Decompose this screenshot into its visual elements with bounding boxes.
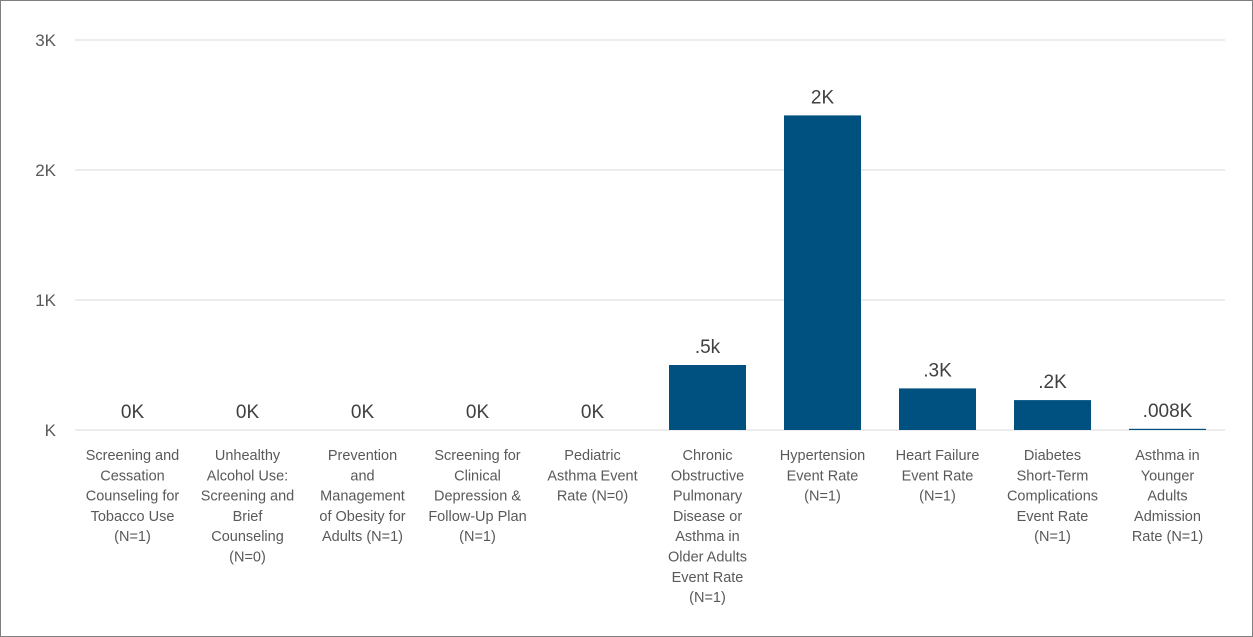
y-axis-tick-labels: K 1K 2K 3K	[35, 31, 56, 440]
x-category-label: Pediatric Asthma Event Rate (N=0)	[547, 448, 637, 505]
x-category-label-line: (N=1)	[1034, 529, 1071, 545]
x-category-label: Asthma in Younger Adults Admission Rate (N=1…	[1132, 448, 1203, 545]
x-category-label-line: (N=1)	[459, 529, 496, 545]
x-category-label: Hypertension Event Rate (N=1)	[780, 448, 865, 505]
x-category-label-line: Alcohol Use:	[207, 468, 288, 484]
data-label: 0K	[121, 402, 145, 423]
bar	[669, 365, 746, 430]
x-category-label-line: Admission	[1134, 509, 1201, 525]
x-category-label-line: (N=0)	[229, 550, 266, 566]
x-category-label-line: Unhealthy	[215, 448, 281, 464]
x-category-label-line: of Obesity for	[319, 509, 405, 525]
x-category-label-line: Hypertension	[780, 448, 865, 464]
x-category-label: Heart Failure Event Rate (N=1)	[896, 448, 980, 505]
x-category-label-line: and	[350, 468, 374, 484]
x-category-label-line: Chronic	[683, 448, 733, 464]
x-category-label: Prevention and Management of Obesity for Adu…	[319, 448, 405, 545]
x-category-label-line: Management	[320, 489, 405, 505]
x-category-label-line: (N=1)	[114, 529, 151, 545]
x-category-label-line: Event Rate	[1017, 509, 1089, 525]
x-category-label: Screening for Clinical Depression & Follow-…	[428, 448, 526, 545]
x-category-label-line: Obstructive	[671, 468, 744, 484]
bar	[1014, 400, 1091, 430]
y-tick-label: 3K	[35, 31, 56, 50]
y-tick-label: K	[45, 421, 57, 440]
data-label: 0K	[466, 402, 490, 423]
data-label: 0K	[351, 402, 375, 423]
x-category-label-line: Diabetes	[1024, 448, 1081, 464]
x-category-label: Diabetes Short-Term Complications Event Rat…	[1007, 448, 1098, 545]
data-label: 0K	[236, 402, 260, 423]
x-category-label-line: Screening and	[86, 448, 180, 464]
bar	[899, 388, 976, 430]
x-category-label-line: Screening for	[434, 448, 520, 464]
x-category-label-line: Event Rate	[672, 570, 744, 586]
bar	[784, 115, 861, 431]
x-category-label-line: Older Adults	[668, 550, 747, 566]
x-category-label-line: Prevention	[328, 448, 397, 464]
x-category-label-line: Rate (N=0)	[557, 489, 628, 505]
y-tick-label: 2K	[35, 161, 56, 180]
x-category-label-line: Follow-Up Plan	[428, 509, 526, 525]
data-label: .2K	[1038, 372, 1067, 393]
bar	[1129, 428, 1206, 430]
x-category-label-line: Rate (N=1)	[1132, 529, 1203, 545]
x-category-label-line: Disease or	[673, 509, 742, 525]
x-category-label: Chronic Obstructive Pulmonary Disease or Ast…	[668, 448, 747, 606]
data-label: .5k	[695, 337, 721, 358]
x-category-label: Unhealthy Alcohol Use: Screening and Brief C…	[201, 448, 295, 566]
data-label: 0K	[581, 402, 605, 423]
x-category-label-line: Event Rate	[787, 468, 859, 484]
x-category-label-line: Complications	[1007, 489, 1098, 505]
x-category-label-line: Short-Term	[1017, 468, 1089, 484]
data-label: 2K	[811, 87, 835, 108]
x-category-label-line: Screening and	[201, 489, 295, 505]
category-labels: Screening and Cessation Counseling for Toba…	[86, 448, 1203, 606]
data-label: .008K	[1143, 401, 1193, 422]
x-category-label-line: Tobacco Use	[91, 509, 175, 525]
x-category-label-line: Younger	[1141, 468, 1195, 484]
x-category-label-line: Pediatric	[564, 448, 620, 464]
x-category-label-line: (N=1)	[919, 489, 956, 505]
x-category-label-line: Pulmonary	[673, 489, 743, 505]
x-category-label-line: Asthma in	[1135, 448, 1199, 464]
x-category-label-line: Clinical	[454, 468, 501, 484]
bars	[669, 115, 1206, 431]
y-tick-label: 1K	[35, 291, 56, 310]
x-category-label-line: (N=1)	[804, 489, 841, 505]
x-category-label-line: Asthma in	[675, 529, 739, 545]
x-category-label: Screening and Cessation Counseling for Toba…	[86, 448, 180, 545]
x-category-label-line: Brief	[233, 509, 264, 525]
data-labels: 0K 0K 0K 0K 0K .5k 2K .3K .2K .008K	[121, 87, 1193, 423]
x-category-label-line: Event Rate	[902, 468, 974, 484]
x-category-label-line: Counseling	[211, 529, 284, 545]
x-category-label-line: Counseling for	[86, 489, 180, 505]
x-category-label-line: (N=1)	[689, 590, 726, 606]
x-category-label-line: Heart Failure	[896, 448, 980, 464]
data-label: .3K	[923, 360, 952, 381]
x-category-label-line: Cessation	[100, 468, 164, 484]
x-category-label-line: Adults	[1147, 489, 1187, 505]
x-category-label-line: Asthma Event	[547, 468, 637, 484]
x-category-label-line: Adults (N=1)	[322, 529, 403, 545]
x-category-label-line: Depression &	[434, 489, 521, 505]
